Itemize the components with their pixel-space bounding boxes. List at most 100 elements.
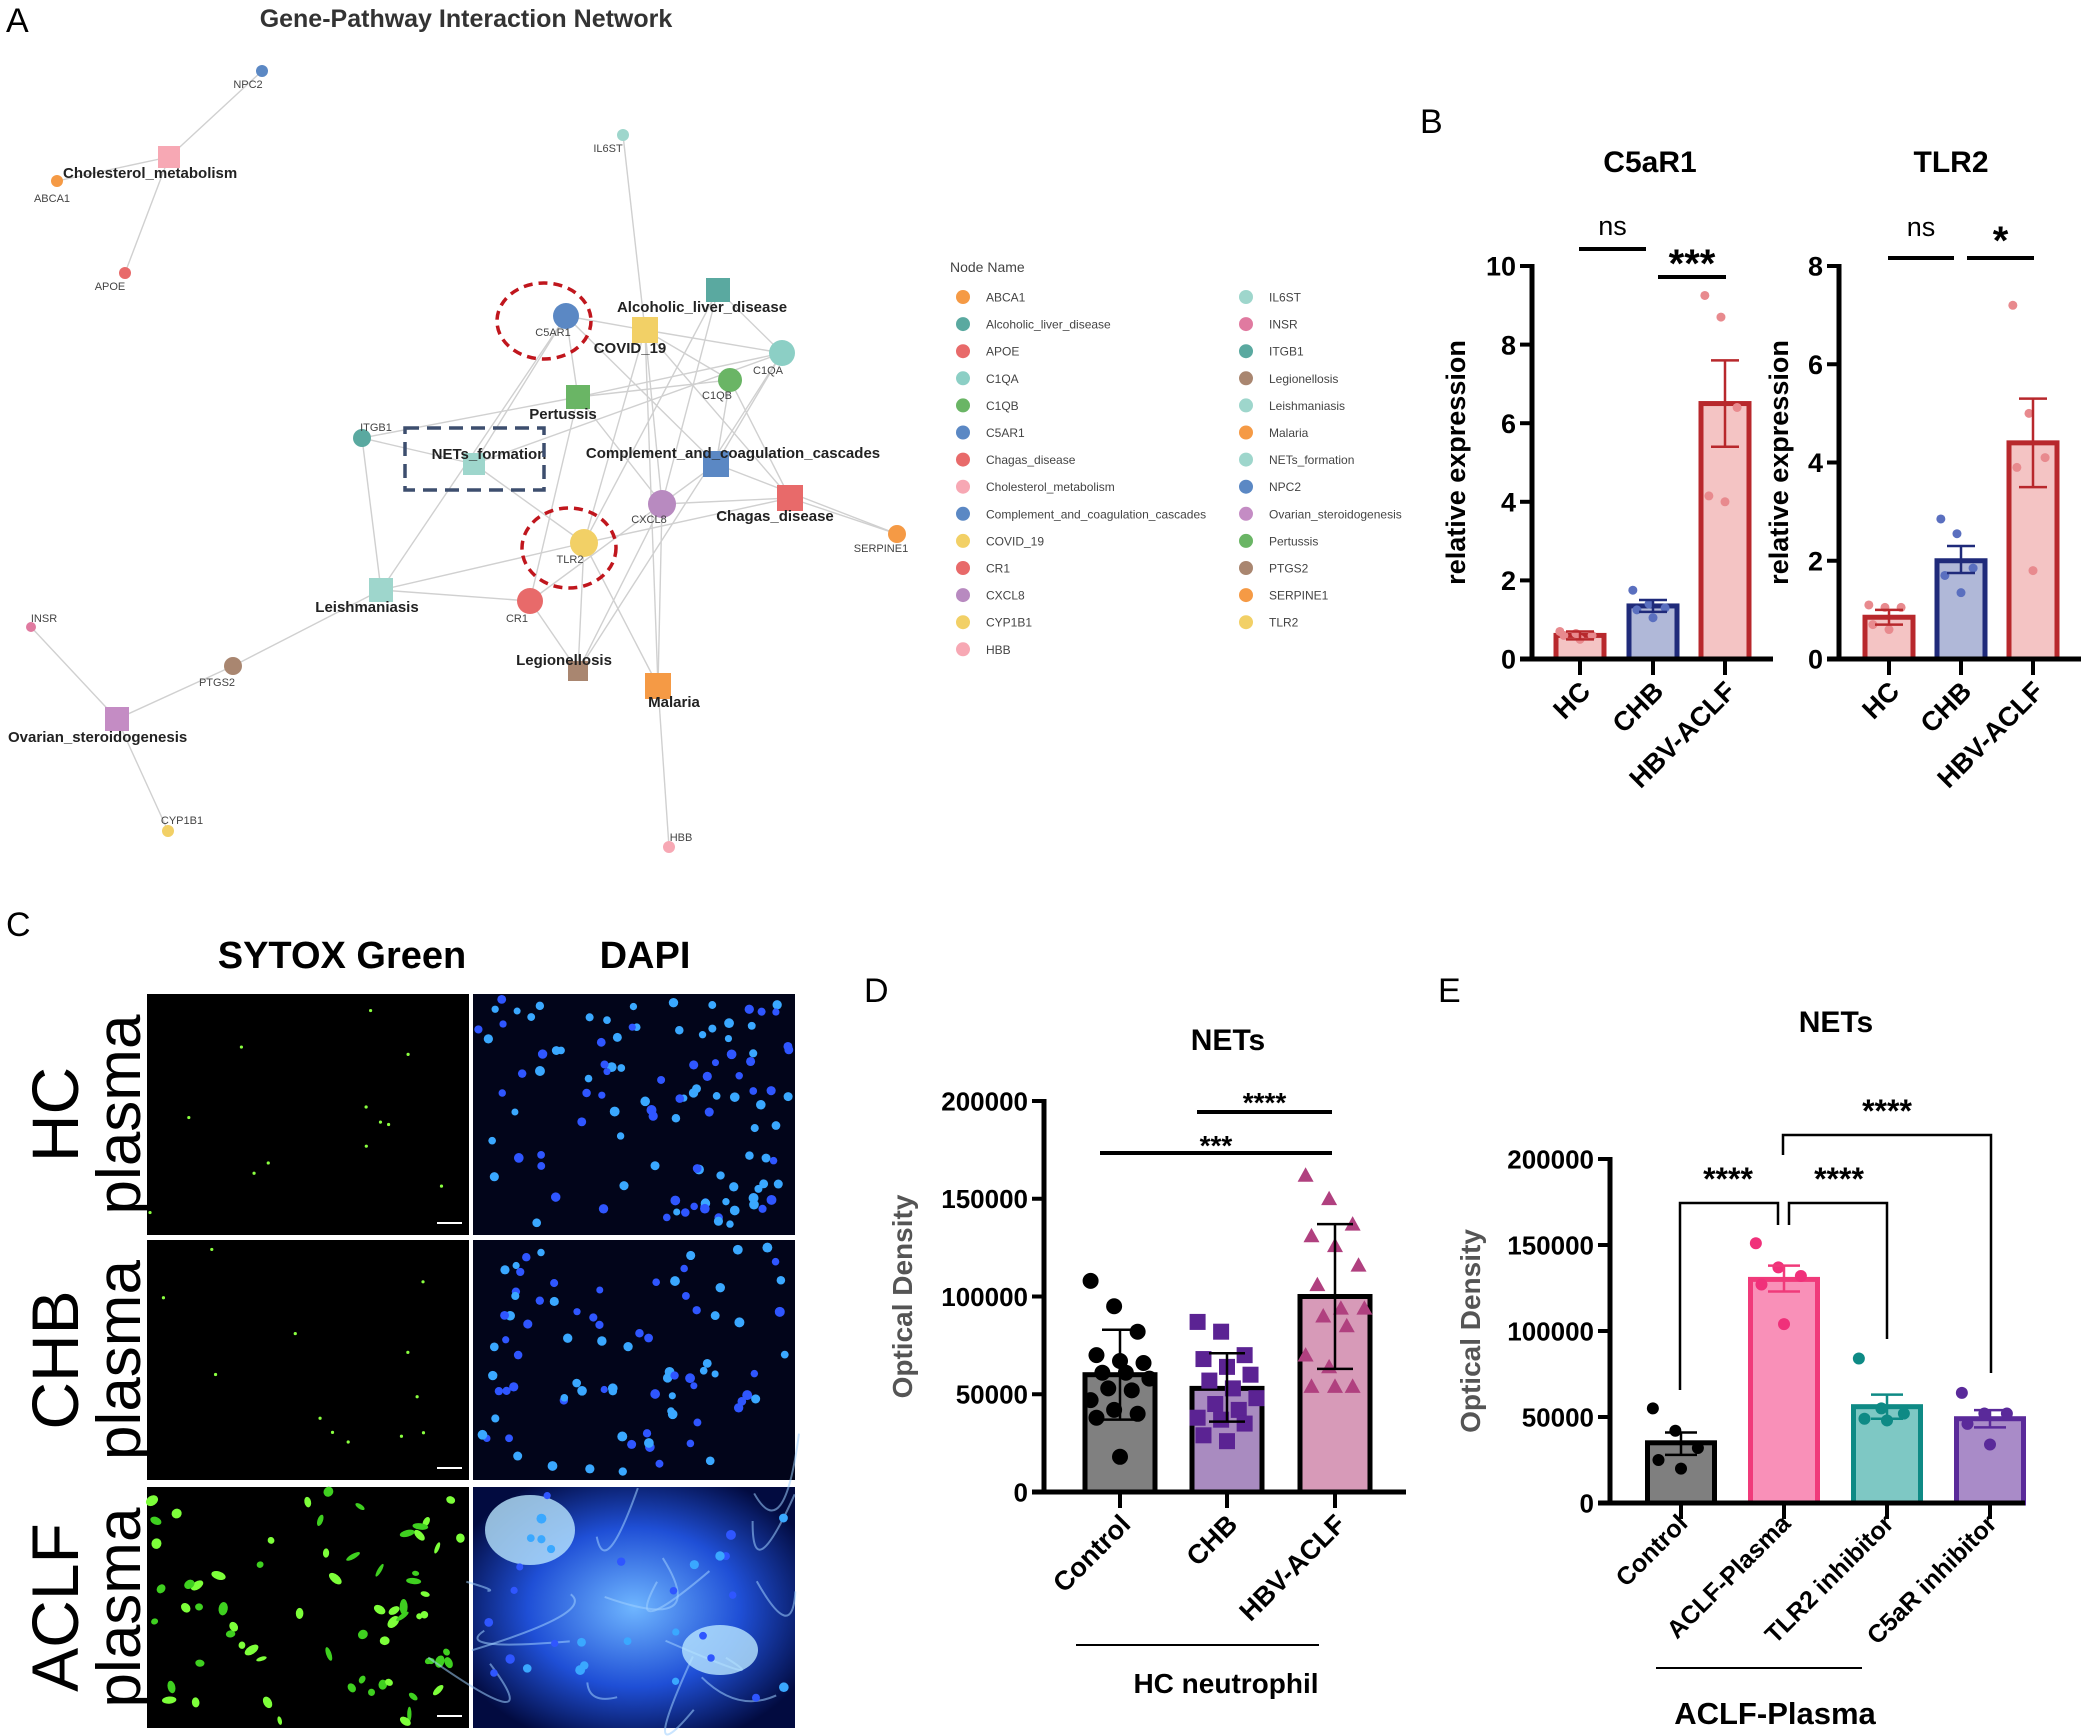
net-fluorescence-spot [379,1636,390,1646]
fluorescence-spot [239,1045,243,1049]
nucleus [704,1107,714,1117]
nucleus [650,1389,660,1399]
node-ptgs2: PTGS2 [199,657,242,689]
image-background [147,994,469,1235]
legend-label: Ovarian_steroidogenesis [1269,507,1402,521]
c5ar1-highlight-circle [495,281,593,361]
net-fluorescence-spot [357,1629,368,1640]
legend-item-leishmaniasis: Leishmaniasis [1239,398,1345,413]
panel-label-d: D [864,972,889,1010]
nucleus [729,1205,740,1216]
nucleus [628,1023,636,1031]
x-tick-label-hc: HC [1547,676,1596,725]
nucleus [575,1665,586,1676]
dna-web-strand [595,1487,639,1552]
node-label: Cholesterol_metabolism [63,165,237,182]
nucleus [686,1250,696,1261]
nucleus [534,1066,545,1076]
nucleus [762,1242,773,1253]
network-edges [30,70,898,848]
nucleus [491,1414,500,1423]
data-point-square [1189,1313,1206,1330]
y-tick-label: 200000 [1507,1144,1594,1174]
nucleus [735,1072,743,1080]
legend-item-ovarian-steroidogenesis: Ovarian_steroidogenesis [1239,506,1402,521]
net-fluorescence-spot [396,1611,409,1622]
node-c5ar1: C5AR1 [535,303,579,339]
significance-bracket [1781,1133,1993,1373]
nucleus [537,1248,545,1257]
nucleus [682,1292,690,1300]
nucleus [759,1179,769,1189]
nucleus [766,1086,776,1096]
nucleus [510,1586,518,1594]
nucleus [669,1586,678,1595]
legend-swatch-icon [956,398,970,413]
nucleus [537,1151,545,1159]
nucleus [488,1136,496,1145]
nets-formation-highlight-box [403,426,546,492]
nucleus [627,1439,637,1449]
dapi-image-2 [427,1433,800,1736]
nucleus [671,1677,680,1685]
net-fluorescence-spot [347,1683,356,1693]
dapi-image-1 [473,1240,795,1480]
nucleus [585,1464,595,1474]
node-label: C1QB [702,390,732,402]
nucleus [670,1371,679,1380]
y-tick-label: 50000 [956,1380,1028,1410]
edge-cholesterol-metabolism-apoe [124,156,170,274]
legend-item-il6st: IL6ST [1239,290,1302,305]
net-fluorescence-spot [407,1706,412,1722]
y-tick-label: 0 [1014,1477,1028,1507]
data-point [1732,402,1742,412]
y-tick-label: 2 [1501,566,1516,596]
node-label: Leishmaniasis [315,599,418,616]
fluorescence-spot [266,1161,270,1165]
legend-label: IL6ST [1269,291,1302,305]
net-fluorescence-spot [195,1659,205,1667]
nucleus [607,1383,618,1394]
nucleus [667,1407,675,1415]
net-fluorescence-spot [443,1648,450,1656]
nucleus [500,1310,509,1320]
fluorescence-spot [399,1434,404,1438]
nucleus [494,1386,504,1396]
nucleus [612,1032,622,1042]
y-axis-label: Optical Density [887,1194,918,1398]
data-point-triangle [1338,1317,1355,1333]
nucleus [702,1071,712,1081]
nucleus [609,1106,620,1117]
edge-covid-19-c1qb [644,329,731,381]
data-point-triangle [1321,1190,1338,1206]
nucleus [516,1267,525,1277]
edge-complement-and-coagulation-cascades-c1qa [715,352,783,465]
net-fluorescence-spot [368,1688,376,1696]
legend-label: TLR2 [1269,616,1299,630]
nucleus [502,1386,511,1395]
y-tick-label: 100000 [1507,1316,1594,1346]
nucleus [502,1336,510,1344]
edge-covid-19-tlr2 [583,329,646,544]
nucleus [596,1037,606,1047]
y-tick-label: 10 [1486,252,1516,282]
gene-node-circle [648,490,676,518]
edge-npc2-cholesterol-metabolism [168,70,263,158]
data-point-triangle [1309,1276,1326,1292]
legend-label: Legionellosis [1269,372,1338,386]
data-point-square [1195,1351,1212,1368]
significance-label: **** [1243,1087,1287,1118]
chart-title: C5aR1 [1603,146,1696,179]
node-cholesterol-metabolism: Cholesterol_metabolism [63,146,237,182]
net-fluorescence-spot [399,1529,415,1538]
fluorescence-spot [378,1120,383,1124]
nucleus [672,1628,680,1636]
chart-3: NETs Optical Density 0 50000 100000 150000 200… [1455,1006,2026,1731]
net-fluorescence-spot [171,1508,182,1519]
legend-item-cyp1b1: CYP1B1 [956,615,1032,630]
edge-il6st-covid-19 [622,134,646,331]
node-itgb1: ITGB1 [353,422,392,447]
data-point [1691,1441,1704,1454]
node-hbb: HBB [663,832,692,853]
